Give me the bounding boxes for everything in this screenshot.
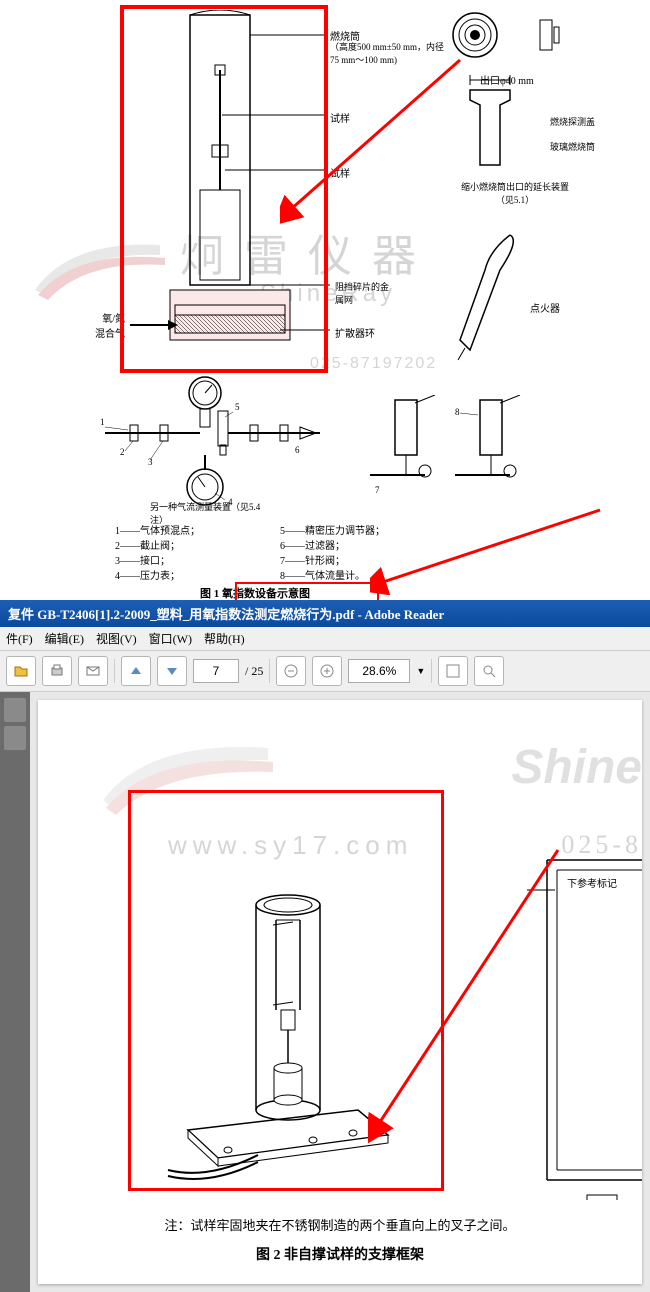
page-number-input[interactable] [193,659,239,683]
red-arrow-top [280,50,480,250]
pdf-viewport: Shine www.sy17.com 025-8 [0,692,650,1292]
pdf-page: Shine www.sy17.com 025-8 [38,700,642,1284]
toolbar-separator-3 [431,659,432,683]
figure2-caption: 图 2 非自撑试样的支撑框架 [38,1244,642,1264]
legend-left: 1——气体预混点； 2——截止阀； 3——接口； 4——压力表； [115,524,200,584]
menu-view[interactable]: 视图(V) [96,630,137,647]
red-arrow-caption [370,505,620,595]
watermark-bottom-brand: Shine [511,740,642,795]
window-title-bar: 复件 GB-T2406[1].2-2009_塑料_用氧指数法测定燃烧行为.pdf… [0,600,650,627]
svg-text:3: 3 [148,457,153,467]
top-figure-section: 炯雷仪器 ShineRay 025-87197202 燃烧筒 （高度500 mm… [0,0,650,600]
zoom-input[interactable] [348,659,410,683]
legend-3: 3——接口； [115,554,200,569]
sidebar-thumbnails-icon[interactable] [4,698,26,722]
legend-1: 1——气体预混点； [115,524,200,539]
figure2-note: 注：试样牢固地夹在不锈钢制造的两个垂直向上的叉子之间。 [38,1215,642,1234]
mail-icon[interactable] [78,656,108,686]
flowmeter-pair: 7 8 [370,395,540,505]
tool-sign-icon[interactable] [438,656,468,686]
svg-text:1: 1 [100,417,105,427]
sidebar-bookmarks-icon[interactable] [4,726,26,750]
red-arrow-bottom [368,845,588,1145]
label-alt-device: 另一种气流测量装置（见5.4注） [150,500,270,526]
print-icon[interactable] [42,656,72,686]
menu-help[interactable]: 帮助(H) [204,630,245,647]
gauge-piping-diagram: 1 2 3 4 5 6 [100,375,340,520]
svg-text:8: 8 [455,407,460,417]
menu-edit[interactable]: 编辑(E) [45,630,84,647]
menu-bar: 件(F) 编辑(E) 视图(V) 窗口(W) 帮助(H) [0,627,650,651]
svg-text:7: 7 [375,485,380,495]
toolbar: / 25 ▼ [0,651,650,692]
zoom-in-icon[interactable] [312,656,342,686]
zoom-out-icon[interactable] [276,656,306,686]
page-down-icon[interactable] [157,656,187,686]
page-up-icon[interactable] [121,656,151,686]
svg-text:2: 2 [120,447,125,457]
pdf-reader-window: 复件 GB-T2406[1].2-2009_塑料_用氧指数法测定燃烧行为.pdf… [0,600,650,1281]
svg-text:5: 5 [235,402,240,412]
legend-4: 4——压力表； [115,569,200,584]
page-total-label: / 25 [245,664,263,679]
open-icon[interactable] [6,656,36,686]
tool-find-icon[interactable] [474,656,504,686]
pdf-sidebar [0,692,30,1292]
legend-2: 2——截止阀； [115,539,200,554]
menu-file[interactable]: 件(F) [6,630,33,647]
svg-text:6: 6 [295,445,300,455]
toolbar-separator-2 [269,659,270,683]
toolbar-separator [114,659,115,683]
highlight-red-box-caption [235,582,379,602]
menu-window[interactable]: 窗口(W) [149,630,192,647]
